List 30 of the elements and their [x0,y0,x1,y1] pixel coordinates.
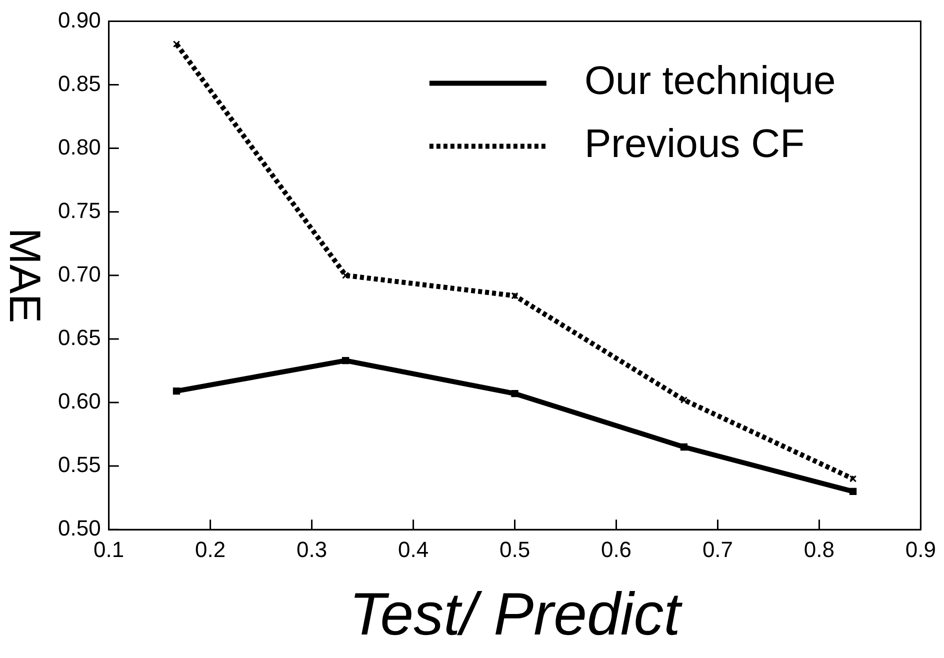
legend-label: Our technique [584,59,836,104]
x-tick-label: 0.8 [804,536,835,562]
y-tick-label: 0.80 [58,134,101,160]
x-tick-label: 0.3 [296,536,328,562]
x-tick-label: 0.4 [398,536,429,562]
point [511,390,518,398]
point [849,475,857,482]
x-tick-label: 0.6 [600,536,632,562]
x-axis-title: Test/ Predict [349,580,683,648]
point [680,443,688,451]
point [342,356,350,364]
point [172,387,180,395]
x-tick-label: 0.7 [702,536,734,562]
y-tick-label: 0.90 [58,7,101,32]
legend-label: Previous CF [584,122,804,166]
y-tick-label: 0.65 [58,325,101,350]
y-axis-title: MAE [0,228,49,324]
x-tick-label: 0.2 [195,536,226,562]
y-tick-label: 0.60 [58,388,101,414]
y-tick-label: 0.85 [58,70,101,96]
point [172,40,180,48]
point [511,292,518,300]
point [849,488,857,496]
x-tick-label: 0.5 [499,536,530,562]
point [342,272,350,279]
x-tick-label: 0.9 [905,536,936,562]
y-tick-label: 0.70 [58,261,101,286]
point [680,396,688,404]
y-tick-label: 0.75 [58,198,101,223]
y-tick-label: 0.55 [58,452,101,478]
